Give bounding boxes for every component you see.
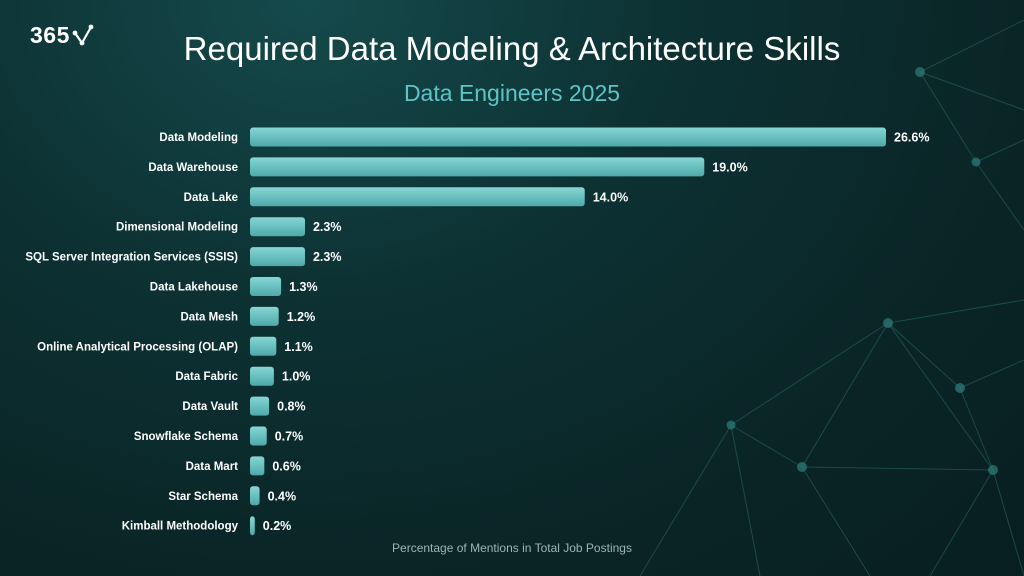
category-label: Data Modeling <box>159 132 238 144</box>
bar <box>250 127 886 147</box>
category-label: Data Lake <box>184 192 238 204</box>
bar <box>250 277 282 296</box>
bar <box>250 426 267 446</box>
category-label: Data Fabric <box>175 371 238 383</box>
category-label: Snowflake Schema <box>134 431 239 443</box>
x-axis-label: Percentage of Mentions in Total Job Post… <box>392 541 632 555</box>
value-label: 0.7% <box>275 430 304 444</box>
value-label: 2.3% <box>313 250 342 264</box>
value-label: 0.4% <box>268 489 297 503</box>
bar <box>250 336 277 356</box>
logo-network-icon <box>72 24 94 45</box>
bar <box>250 366 274 386</box>
value-label: 14.0% <box>593 190 628 204</box>
bar <box>250 486 260 506</box>
category-label: Dimensional Modeling <box>116 222 238 234</box>
value-label: 1.2% <box>287 310 316 324</box>
category-label: Kimball Methodology <box>122 521 239 533</box>
category-label: Star Schema <box>168 491 238 503</box>
value-label: 1.0% <box>282 370 311 384</box>
category-label: Data Vault <box>182 401 238 413</box>
bar <box>250 187 585 207</box>
value-label: 26.6% <box>894 131 929 145</box>
bar <box>250 516 255 536</box>
chart-subtitle: Data Engineers 2025 <box>403 80 621 106</box>
bar <box>250 157 705 177</box>
category-label: Online Analytical Processing (OLAP) <box>37 341 238 353</box>
category-label: Data Mart <box>186 461 239 473</box>
bar <box>250 306 279 326</box>
value-label: 1.3% <box>289 280 318 294</box>
logo: 365 <box>30 22 94 49</box>
logo-text: 365 <box>30 22 70 48</box>
chart-title: Required Data Modeling & Architecture Sk… <box>183 30 841 67</box>
bar <box>250 217 305 237</box>
value-label: 1.1% <box>284 340 313 354</box>
category-label: Data Mesh <box>180 311 238 323</box>
bar <box>250 456 265 476</box>
value-label: 2.3% <box>313 220 342 234</box>
category-label: Data Warehouse <box>148 162 238 174</box>
value-label: 0.2% <box>263 519 292 533</box>
category-label: Data Lakehouse <box>150 282 238 294</box>
category-label: SQL Server Integration Services (SSIS) <box>25 252 238 264</box>
value-label: 19.0% <box>712 160 747 174</box>
bar <box>250 396 270 416</box>
value-label: 0.8% <box>277 400 306 414</box>
bar <box>250 247 305 267</box>
value-label: 0.6% <box>272 459 301 473</box>
